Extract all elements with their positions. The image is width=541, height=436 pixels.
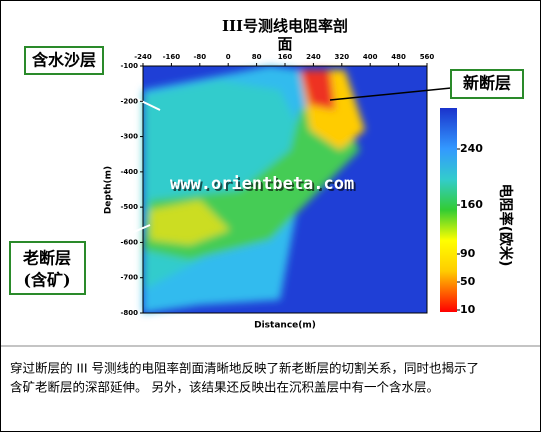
caption-line: 含矿老断层的深部延伸。 另外，该结果还反映出在沉积盖层中有一个含水层。: [10, 380, 439, 395]
colorbar-tick-label: 90: [460, 247, 476, 260]
arrows: [79, 73, 452, 256]
y-tick-label: -600: [120, 238, 138, 246]
y-tick-label: -800: [120, 309, 138, 317]
x-tick-label: -80: [193, 53, 206, 61]
y-axis-label: Depth(m): [104, 166, 114, 214]
x-axis-label: Distance(m): [254, 321, 316, 331]
x-tick-label: 80: [252, 53, 262, 61]
callout-old-fault: (含矿): [23, 271, 70, 290]
y-tick-label: -100: [120, 62, 138, 70]
callout-box: [9, 241, 86, 295]
y-tick-label: -500: [120, 203, 138, 211]
watermark: www.orientbeta.com: [170, 174, 354, 194]
x-tick-label: 480: [391, 53, 406, 61]
x-tick-label: 160: [278, 53, 293, 61]
y-tick-label: -200: [120, 97, 138, 105]
colorbar-tick-label: 240: [460, 142, 483, 155]
title: 面: [277, 35, 292, 53]
y-tick-label: -700: [120, 274, 138, 282]
x-tick-label: 0: [226, 53, 231, 61]
x-tick-label: 560: [420, 53, 435, 61]
y-tick-label: -300: [120, 133, 138, 141]
watermark-shadow: www.orientbeta.com: [172, 176, 356, 196]
colorbar-tick-label: 160: [460, 198, 483, 211]
x-tick-label: 320: [334, 53, 349, 61]
x-tick-label: 240: [306, 53, 321, 61]
callout-new-fault: 新断层: [463, 74, 511, 93]
callout-aquifer: 含水沙层: [32, 51, 96, 70]
y-tick-label: -400: [120, 168, 138, 176]
caption-line: 穿过断层的 III 号测线的电阻率剖面清晰地反映了新老断层的切割关系，同时也揭示…: [10, 361, 479, 376]
x-tick-label: -240: [134, 53, 152, 61]
callout-box: [450, 69, 524, 99]
x-tick-label: -160: [163, 53, 181, 61]
colorbar: [440, 108, 457, 312]
x-tick-label: 400: [363, 53, 378, 61]
callout-old-fault: 老断层: [22, 249, 71, 268]
colorbar-tick-label: 10: [460, 303, 476, 316]
contour-field: [143, 66, 427, 313]
colorbar-tick-label: 50: [460, 275, 476, 288]
callout-box: [24, 46, 104, 75]
title: III号测线电阻率剖: [222, 17, 348, 35]
colorbar-label: 电阻率(欧米): [497, 184, 514, 267]
